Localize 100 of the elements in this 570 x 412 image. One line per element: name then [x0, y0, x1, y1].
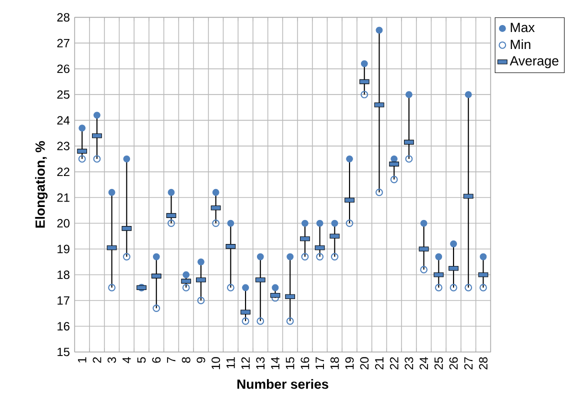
point [123, 155, 130, 162]
point [242, 317, 250, 325]
x-tick-label: 9 [196, 357, 206, 363]
point [226, 284, 234, 292]
point [286, 253, 294, 260]
x-axis-title: Number series [237, 379, 328, 389]
y-tick-label: 17 [58, 296, 70, 305]
x-tick-label: 3 [108, 357, 116, 363]
point [480, 284, 487, 292]
point [152, 253, 160, 260]
point [212, 220, 220, 228]
x-tick-label: 7 [167, 357, 176, 363]
point [360, 90, 368, 98]
point [420, 266, 428, 274]
point [122, 253, 130, 260]
point [78, 124, 86, 132]
x-tick-label: 25 [434, 357, 443, 370]
y-tick-label: 15 [58, 348, 70, 356]
point [182, 271, 190, 278]
x-tick-label: 6 [152, 357, 161, 363]
point [376, 188, 383, 196]
point [256, 253, 264, 260]
point [302, 220, 308, 227]
point [152, 304, 160, 312]
x-tick-label: 21 [375, 357, 384, 370]
x-tick-label: 27 [464, 357, 473, 370]
point [390, 155, 398, 162]
point [242, 284, 249, 292]
point [316, 220, 324, 227]
x-tick-label: 15 [286, 357, 294, 370]
legend-label: Average [510, 56, 558, 68]
y-tick-label: 27 [57, 38, 70, 48]
y-tick-label: 23 [57, 142, 70, 150]
point [450, 284, 458, 292]
y-tick-label: 21 [57, 193, 70, 202]
x-tick-label: 2 [92, 357, 102, 363]
x-tick-label: 20 [360, 357, 369, 370]
point [405, 155, 413, 163]
point [108, 188, 116, 196]
x-tick-label: 11 [226, 357, 235, 368]
point [93, 155, 101, 163]
point [346, 155, 353, 162]
point [420, 220, 428, 227]
legend-label: Max [510, 22, 535, 32]
point [168, 220, 175, 228]
point [168, 188, 175, 196]
point [212, 188, 220, 196]
point [390, 176, 398, 184]
point [182, 284, 190, 292]
point [316, 253, 324, 260]
point [464, 284, 472, 292]
x-tick-label: 5 [137, 357, 146, 363]
x-tick-label: 18 [330, 357, 339, 370]
x-tick-label: 24 [420, 357, 428, 370]
y-tick-label: 18 [58, 270, 70, 280]
point [331, 220, 338, 227]
x-tick-label: 1 [78, 357, 86, 362]
point [94, 112, 100, 119]
point [108, 284, 116, 292]
y-tick-label: 24 [57, 116, 70, 124]
y-tick-label: 19 [58, 244, 70, 254]
x-tick-label: 16 [300, 357, 310, 370]
y-tick-label: 20 [57, 219, 70, 228]
legend-label: Min [510, 39, 530, 49]
point [198, 258, 204, 266]
y-tick-label: 28 [57, 13, 70, 22]
point [434, 284, 442, 292]
y-axis-title: Elongation, % [35, 141, 48, 228]
x-tick-label: 10 [212, 357, 220, 370]
point [197, 296, 205, 304]
x-tick-label: 14 [271, 357, 280, 370]
point [464, 91, 472, 98]
point [480, 253, 487, 260]
point [346, 220, 354, 228]
x-tick-label: 23 [404, 357, 414, 370]
point [301, 253, 309, 260]
y-tick-label: 26 [57, 64, 70, 74]
x-tick-label: 22 [390, 357, 398, 370]
point [256, 317, 264, 325]
point [360, 60, 368, 68]
x-tick-label: 28 [479, 357, 488, 370]
y-tick-label: 16 [58, 322, 70, 330]
x-tick-label: 4 [122, 357, 131, 364]
point [286, 317, 294, 325]
x-tick-label: 12 [241, 357, 250, 370]
point [450, 240, 457, 248]
y-tick-label: 22 [57, 168, 70, 176]
x-tick-label: 17 [316, 357, 324, 370]
point [376, 26, 383, 34]
point [272, 284, 279, 292]
point [330, 253, 338, 260]
point [435, 253, 442, 260]
x-tick-label: 13 [256, 357, 265, 370]
y-tick-label: 25 [57, 90, 70, 99]
point [78, 155, 86, 163]
x-tick-label: 26 [449, 357, 458, 370]
point [406, 91, 412, 98]
x-tick-label: 8 [182, 357, 190, 363]
x-tick-label: 19 [345, 357, 354, 370]
point [227, 220, 234, 227]
